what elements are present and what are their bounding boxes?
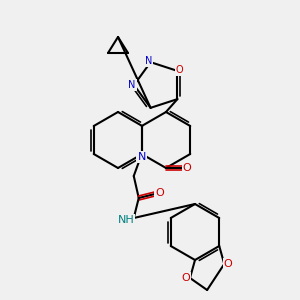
- Text: O: O: [182, 273, 190, 283]
- Text: N: N: [138, 152, 146, 162]
- Text: N: N: [145, 56, 152, 66]
- Text: NH: NH: [117, 215, 134, 225]
- Text: O: O: [224, 259, 233, 269]
- Text: O: O: [183, 163, 191, 173]
- Text: O: O: [176, 65, 183, 75]
- Text: N: N: [128, 80, 136, 90]
- Text: O: O: [155, 188, 164, 198]
